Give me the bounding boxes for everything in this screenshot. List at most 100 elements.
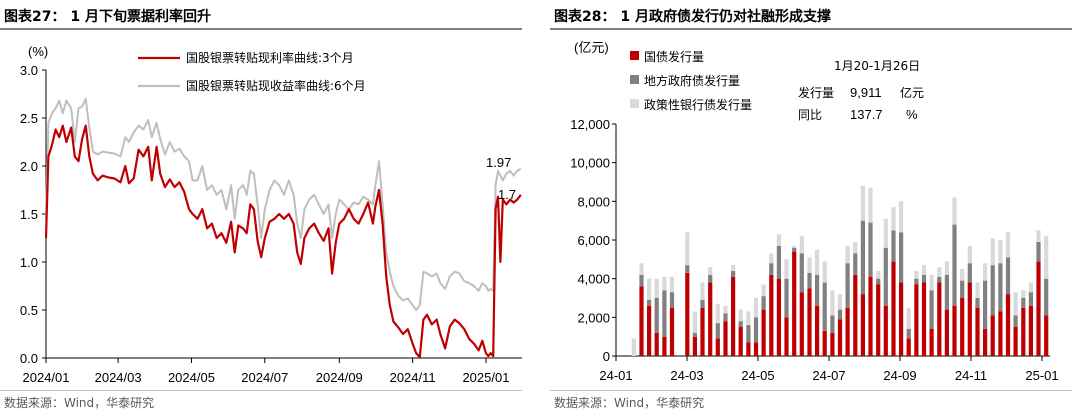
bar-segment-policy bbox=[815, 249, 820, 275]
bar-segment-local bbox=[746, 325, 751, 343]
bar-segment-treasury bbox=[822, 330, 827, 356]
bar-segment-policy bbox=[990, 238, 995, 266]
bar-segment-policy bbox=[1036, 230, 1041, 242]
bar-segment-treasury bbox=[860, 294, 865, 356]
bar-segment-policy bbox=[1005, 232, 1011, 258]
legend-swatch bbox=[630, 99, 639, 108]
bar-segment-treasury bbox=[753, 342, 759, 356]
bar-segment-local bbox=[662, 290, 667, 337]
bar-segment-local bbox=[1036, 241, 1041, 262]
bar-segment-treasury bbox=[952, 305, 957, 356]
bar-segment-policy bbox=[937, 267, 942, 277]
bar-segment-policy bbox=[944, 261, 949, 275]
bar-segment-policy bbox=[883, 218, 888, 248]
bar-segment-local bbox=[899, 232, 904, 283]
legend-swatch bbox=[630, 75, 639, 84]
bar-segment-policy bbox=[899, 201, 904, 233]
bar-segment-local bbox=[1028, 292, 1033, 306]
bar-segment-treasury bbox=[685, 272, 690, 356]
bar-segment-policy bbox=[662, 276, 667, 291]
y-tick-label: 8,000 bbox=[577, 194, 610, 209]
info-yoy-label: 同比 bbox=[798, 108, 822, 122]
y-tick-label: 2.0 bbox=[20, 159, 38, 174]
right-bottom-divider bbox=[550, 390, 1072, 391]
bar-segment-local bbox=[753, 317, 759, 343]
bar-segment-policy bbox=[868, 187, 873, 223]
bar-segment-treasury bbox=[876, 284, 881, 356]
legend-swatch bbox=[630, 51, 639, 60]
bar-segment-policy bbox=[723, 305, 728, 314]
bar-segment-treasury bbox=[975, 307, 980, 356]
bar-segment-policy bbox=[921, 265, 927, 275]
y-tick-label: 3.0 bbox=[20, 63, 38, 78]
bar-segment-local bbox=[731, 270, 736, 277]
bar-segment-policy bbox=[715, 303, 720, 324]
bar-segment-local bbox=[967, 263, 972, 283]
bar-segment-treasury bbox=[1005, 294, 1011, 356]
bar-segment-treasury bbox=[669, 307, 675, 356]
bar-segment-local bbox=[906, 328, 911, 339]
bar-segment-policy bbox=[998, 240, 1003, 264]
bar-segment-local bbox=[1021, 298, 1026, 308]
bar-segment-policy bbox=[876, 270, 881, 279]
x-tick-label: 24-05 bbox=[741, 368, 774, 383]
annotation-label: 1.7 bbox=[498, 187, 516, 202]
bar-segment-treasury bbox=[998, 311, 1003, 356]
bar-segment-policy bbox=[891, 207, 896, 231]
bar-segment-treasury bbox=[960, 298, 965, 356]
bar-segment-treasury bbox=[899, 282, 904, 356]
bar-segment-treasury bbox=[731, 276, 736, 356]
bar-segment-treasury bbox=[921, 282, 927, 356]
bar-segment-local bbox=[937, 276, 942, 283]
bar-segment-local bbox=[807, 272, 812, 289]
bar-segment-local bbox=[654, 298, 659, 333]
y-tick-label: 0.0 bbox=[20, 351, 38, 366]
x-tick-label: 24-09 bbox=[883, 368, 916, 383]
bar-segment-treasury bbox=[723, 321, 728, 356]
bar-segment-local bbox=[738, 321, 743, 327]
bar-segment-local bbox=[883, 247, 888, 306]
bar-segment-policy bbox=[669, 276, 675, 293]
right-bar-chart: (亿元) 0 2,000 4,000 6,000 8,000 10,000 12,000 24-… bbox=[570, 40, 1058, 383]
y-unit-label: (%) bbox=[28, 44, 48, 59]
info-yoy-unit: % bbox=[906, 107, 918, 122]
bar-segment-local bbox=[792, 247, 797, 252]
bar-segment-treasury bbox=[845, 307, 850, 356]
bar-segment-treasury bbox=[1028, 305, 1033, 356]
legend-label: 国股银票转贴现收益率曲线:6个月 bbox=[186, 78, 366, 93]
bar-segment-policy bbox=[860, 185, 865, 221]
bar-segment-treasury bbox=[1021, 307, 1026, 356]
bar-segment-local bbox=[921, 274, 927, 283]
bar-segment-policy bbox=[952, 197, 957, 225]
bar-segment-treasury bbox=[883, 305, 888, 356]
x-tick-label: 2024/05 bbox=[168, 370, 215, 385]
bar-segment-local bbox=[692, 332, 697, 337]
bar-segment-treasury bbox=[746, 342, 751, 356]
x-tick-label: 2024/03 bbox=[95, 370, 142, 385]
bar-segment-policy bbox=[654, 278, 659, 298]
bar-segment-local bbox=[1044, 278, 1049, 316]
bar-segment-local bbox=[929, 290, 934, 329]
bar-segment-policy bbox=[731, 265, 736, 271]
bar-segment-local bbox=[708, 274, 713, 283]
bar-segment-local bbox=[944, 274, 949, 310]
bar-segment-local bbox=[647, 299, 652, 306]
bar-segment-treasury bbox=[639, 286, 644, 356]
bar-segment-local bbox=[845, 263, 850, 308]
bar-segment-local bbox=[914, 278, 919, 285]
bar-segment-treasury bbox=[815, 305, 820, 356]
bar-segment-treasury bbox=[792, 251, 797, 356]
x-tick-label: 2024/11 bbox=[390, 370, 436, 385]
x-tick-label: 24-11 bbox=[955, 368, 987, 383]
bar-segment-treasury bbox=[929, 328, 934, 356]
bar-segment-policy bbox=[692, 311, 697, 333]
bar-segment-local bbox=[998, 263, 1003, 312]
bar-segment-policy bbox=[830, 290, 835, 316]
bar-segment-policy bbox=[792, 245, 797, 248]
y-tick-label: 2,000 bbox=[577, 310, 610, 325]
x-tick-label: 25-01 bbox=[1025, 368, 1058, 383]
bar-segment-treasury bbox=[944, 309, 949, 356]
bar-segment-policy bbox=[837, 294, 843, 310]
right-chart-source: 数据来源：Wind，华泰研究 bbox=[554, 396, 705, 410]
bar-segment-policy bbox=[761, 284, 766, 297]
